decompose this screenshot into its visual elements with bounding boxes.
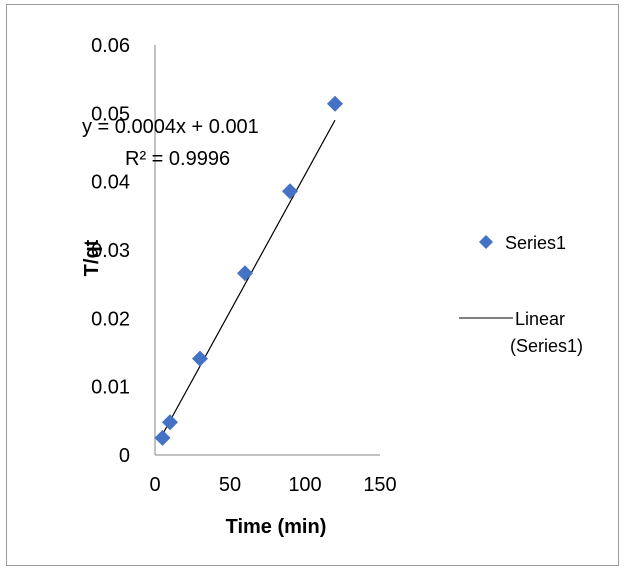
data-point (154, 429, 171, 446)
data-point (192, 350, 208, 367)
legend-marker-series1 (479, 235, 493, 249)
legend: Series1 Linear (Series1) (459, 233, 583, 356)
x-tick-label: 0 (149, 474, 160, 496)
legend-label-trendline-line1: Linear (515, 309, 565, 329)
chart-frame (6, 4, 619, 566)
x-tick-label: 100 (288, 474, 321, 496)
x-tick-label: 50 (219, 474, 241, 496)
trendline-r-squared: R² = 0.9996 (125, 148, 230, 170)
data-point (282, 183, 298, 200)
data-point (162, 414, 178, 431)
trendline-equation: y = 0.0004x + 0.001 (82, 116, 259, 138)
y-tick-label: 0.02 (91, 308, 130, 330)
y-axis-title: T/qt (81, 239, 103, 276)
y-tick-label: 0.04 (91, 172, 130, 194)
data-point (327, 95, 343, 112)
x-axis-ticks: 0 50 100 150 (149, 474, 396, 496)
y-tick-label: 0 (119, 445, 130, 467)
x-axis-title: Time (min) (226, 516, 327, 538)
data-points (154, 95, 343, 446)
y-tick-label: 0.01 (91, 377, 130, 399)
data-point (237, 265, 253, 282)
x-tick-label: 150 (363, 474, 396, 496)
y-axis-ticks: 0 0.01 0.02 0.03 0.04 0.05 0.06 (91, 35, 130, 467)
y-tick-label: 0.06 (91, 35, 130, 57)
y-tick-label: 0.05 (91, 103, 130, 125)
legend-label-series1: Series1 (505, 233, 566, 253)
y-tick-label: 0.03 (91, 240, 130, 262)
legend-label-trendline-line2: (Series1) (510, 336, 583, 356)
